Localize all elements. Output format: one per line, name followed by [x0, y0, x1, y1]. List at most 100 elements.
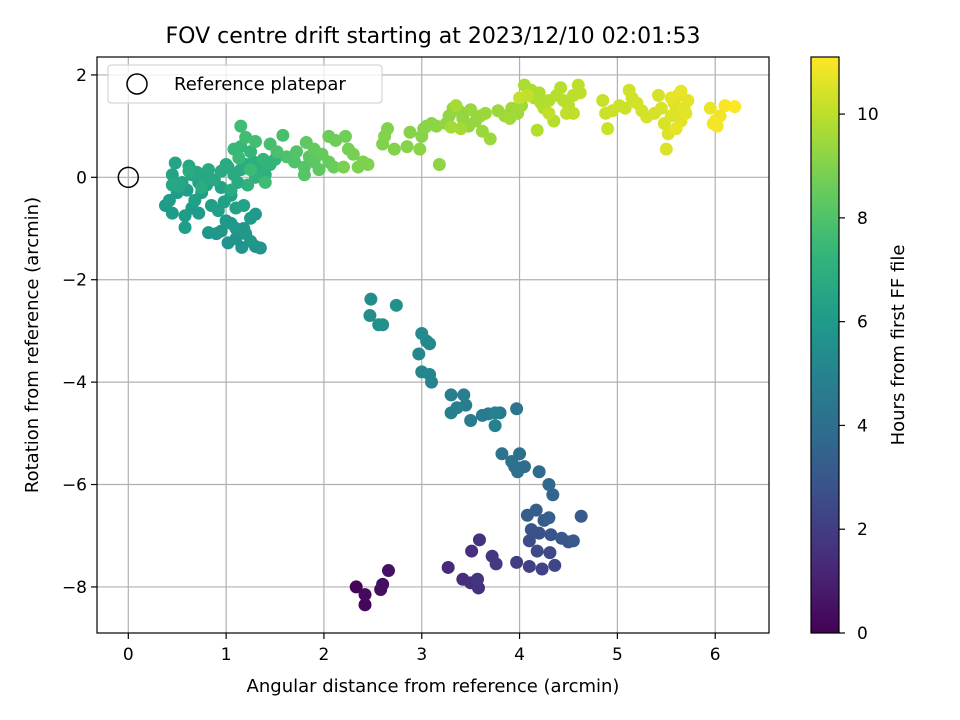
data-point: [364, 292, 378, 306]
data-point: [596, 94, 610, 108]
data-point: [542, 106, 556, 120]
data-point: [495, 447, 509, 461]
data-point: [472, 533, 486, 547]
data-point: [710, 119, 724, 133]
data-point: [703, 101, 717, 115]
data-point: [358, 598, 372, 612]
data-point: [389, 298, 403, 312]
data-point: [214, 224, 228, 238]
data-point: [465, 544, 479, 558]
legend: Reference platepar: [107, 64, 383, 104]
data-point: [178, 209, 192, 223]
data-point: [532, 465, 546, 479]
data-point: [503, 111, 517, 125]
x-tick-label: 2: [319, 645, 330, 665]
data-points: [158, 78, 742, 612]
data-point: [195, 181, 209, 195]
data-point: [207, 173, 221, 187]
data-point: [168, 156, 182, 170]
colorbar-tick-label: 4: [857, 416, 868, 436]
data-point: [573, 86, 587, 100]
reference-point: [117, 166, 140, 189]
data-point: [554, 81, 568, 95]
data-point: [560, 106, 574, 120]
data-point: [478, 106, 492, 120]
data-point: [674, 84, 688, 98]
x-tick-label: 6: [710, 645, 721, 665]
data-point: [270, 145, 284, 159]
data-point: [574, 509, 588, 523]
y-tick-label: −8: [62, 578, 87, 598]
data-point: [219, 158, 233, 172]
data-point: [358, 588, 372, 602]
data-point: [471, 572, 485, 586]
data-point: [381, 122, 395, 136]
x-tick-label: 1: [221, 645, 232, 665]
data-point: [464, 414, 478, 428]
data-point: [363, 309, 377, 323]
data-point: [618, 101, 632, 115]
data-point: [449, 99, 463, 113]
data-point: [219, 214, 233, 228]
data-point: [361, 158, 375, 172]
y-tick-label: −6: [62, 476, 87, 496]
data-point: [241, 178, 255, 192]
data-point: [229, 232, 243, 246]
y-tick-label: 2: [76, 66, 87, 86]
data-point: [444, 388, 458, 402]
data-point: [415, 365, 429, 379]
data-point: [232, 151, 246, 165]
x-tick-label: 0: [123, 645, 134, 665]
x-tick-label: 5: [612, 645, 623, 665]
data-point: [475, 408, 489, 422]
data-point: [349, 580, 363, 594]
colorbar-tick-label: 2: [857, 520, 868, 540]
data-point: [288, 155, 302, 169]
colorbar-tick-label: 8: [857, 209, 868, 229]
data-point: [327, 160, 341, 174]
data-point: [256, 152, 270, 166]
data-point: [412, 347, 426, 361]
data-point: [338, 129, 352, 143]
data-point: [415, 326, 429, 340]
plot-frame: [96, 56, 770, 634]
data-point: [483, 132, 497, 146]
data-point: [165, 168, 179, 182]
colorbar-ticks: 0 2 4 6 8 10: [839, 105, 879, 644]
data-point: [202, 163, 216, 177]
data-point: [444, 120, 458, 134]
data-point: [387, 142, 401, 156]
data-point: [329, 133, 343, 147]
data-point: [543, 546, 557, 560]
data-point: [441, 560, 455, 574]
data-point: [248, 207, 262, 221]
data-point: [182, 164, 196, 178]
data-point: [542, 511, 556, 525]
data-point: [381, 564, 395, 578]
data-point: [542, 478, 556, 492]
legend-box: [107, 64, 383, 104]
colorbar-tick-label: 6: [857, 313, 868, 333]
data-point: [432, 158, 446, 172]
x-tick-label: 3: [416, 645, 427, 665]
data-point: [488, 406, 502, 420]
data-point: [454, 122, 468, 136]
data-point: [718, 99, 732, 113]
data-point: [290, 145, 304, 159]
data-point: [376, 577, 390, 591]
data-point: [178, 220, 192, 234]
x-axis-ticks: 0 1 2 3 4 5 6: [123, 633, 721, 665]
data-point: [681, 94, 695, 108]
data-point: [520, 508, 534, 522]
legend-label: Reference platepar: [174, 74, 346, 95]
data-point: [532, 86, 546, 100]
data-point: [511, 465, 525, 479]
data-point: [239, 227, 253, 241]
x-axis-label: Angular distance from reference (arcmin): [247, 676, 620, 697]
data-point: [464, 103, 478, 117]
data-point: [450, 401, 464, 415]
data-point: [239, 130, 253, 144]
data-point: [566, 534, 580, 548]
data-point: [524, 523, 538, 537]
